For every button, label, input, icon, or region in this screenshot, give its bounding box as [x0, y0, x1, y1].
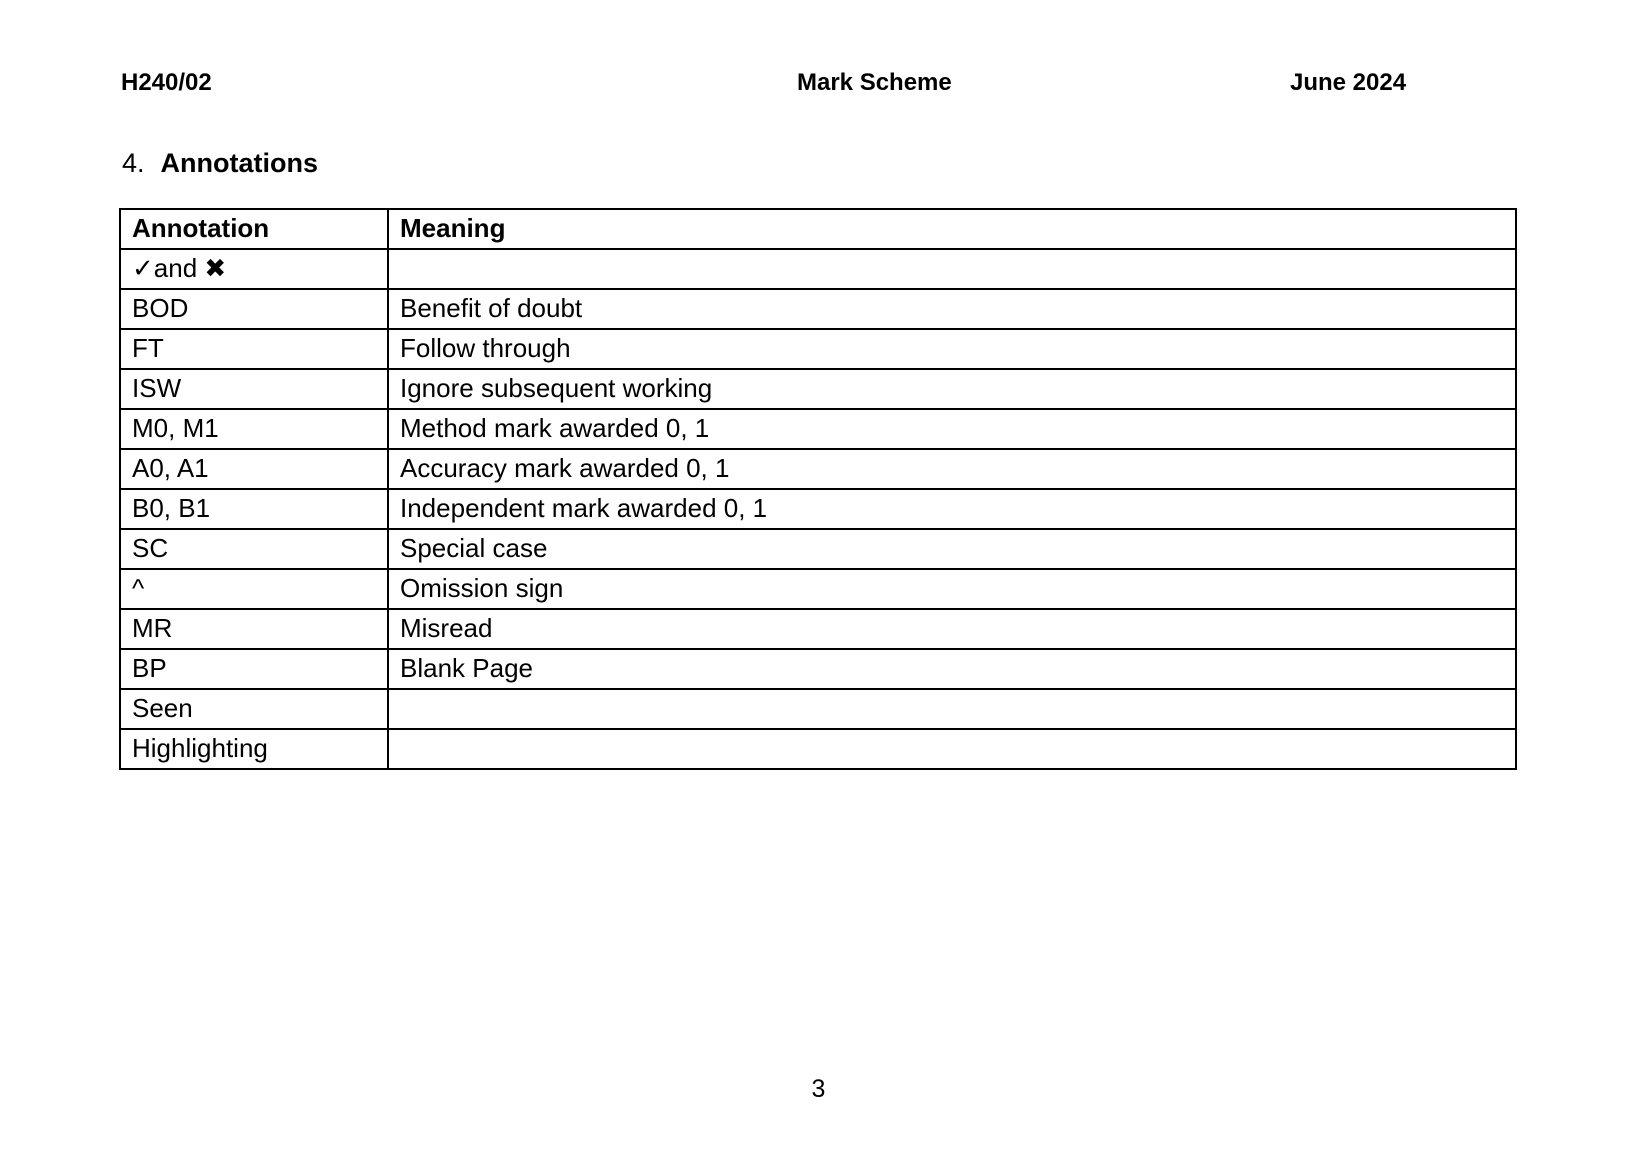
annotation-cell: Seen [119, 688, 389, 730]
section-title: Annotations [160, 148, 319, 178]
meaning-cell: Independent mark awarded 0, 1 [387, 488, 1517, 530]
column-header-meaning: Meaning [387, 208, 1517, 250]
meaning-cell [387, 728, 1517, 770]
table-row: ✓and ✖ [119, 248, 1517, 290]
annotation-cell: BOD [119, 288, 389, 330]
annotation-cell: BP [119, 648, 389, 690]
table-row: ISW Ignore subsequent working [119, 368, 1517, 410]
header-date: June 2024 [1290, 69, 1407, 96]
table-row: MR Misread [119, 608, 1517, 650]
annotation-cell: M0, M1 [119, 408, 389, 450]
table-row: BOD Benefit of doubt [119, 288, 1517, 330]
annotation-cell: MR [119, 608, 389, 650]
meaning-cell [387, 248, 1517, 290]
meaning-cell: Misread [387, 608, 1517, 650]
header-paper-code: H240/02 [121, 69, 212, 96]
annotation-cell: SC [119, 528, 389, 570]
header-title: Mark Scheme [797, 69, 952, 96]
section-number: 4. [122, 148, 145, 178]
annotation-cell: Highlighting [119, 728, 389, 770]
table-row: SC Special case [119, 528, 1517, 570]
table-row: FT Follow through [119, 328, 1517, 370]
table-row: ^ Omission sign [119, 568, 1517, 610]
meaning-cell: Special case [387, 528, 1517, 570]
table-row: Highlighting [119, 728, 1517, 770]
table-row: B0, B1 Independent mark awarded 0, 1 [119, 488, 1517, 530]
meaning-cell: Blank Page [387, 648, 1517, 690]
table-row: BP Blank Page [119, 648, 1517, 690]
meaning-cell: Method mark awarded 0, 1 [387, 408, 1517, 450]
annotation-cell: B0, B1 [119, 488, 389, 530]
annotation-cell: ✓and ✖ [119, 248, 389, 290]
section-heading: 4. Annotations [122, 147, 318, 179]
annotation-cell: A0, A1 [119, 448, 389, 490]
table-row: A0, A1 Accuracy mark awarded 0, 1 [119, 448, 1517, 490]
annotation-cell: FT [119, 328, 389, 370]
meaning-cell: Benefit of doubt [387, 288, 1517, 330]
meaning-cell: Accuracy mark awarded 0, 1 [387, 448, 1517, 490]
table-row: M0, M1 Method mark awarded 0, 1 [119, 408, 1517, 450]
page-number: 3 [811, 1075, 826, 1103]
meaning-cell: Follow through [387, 328, 1517, 370]
annotation-cell: ^ [119, 568, 389, 610]
annotation-cell: ISW [119, 368, 389, 410]
meaning-cell: Omission sign [387, 568, 1517, 610]
table-row: Seen [119, 688, 1517, 730]
table-header-row: Annotation Meaning [119, 208, 1517, 250]
meaning-cell: Ignore subsequent working [387, 368, 1517, 410]
column-header-annotation: Annotation [119, 208, 389, 250]
meaning-cell [387, 688, 1517, 730]
annotations-table: Annotation Meaning ✓and ✖ BOD Benefit of… [119, 208, 1517, 770]
